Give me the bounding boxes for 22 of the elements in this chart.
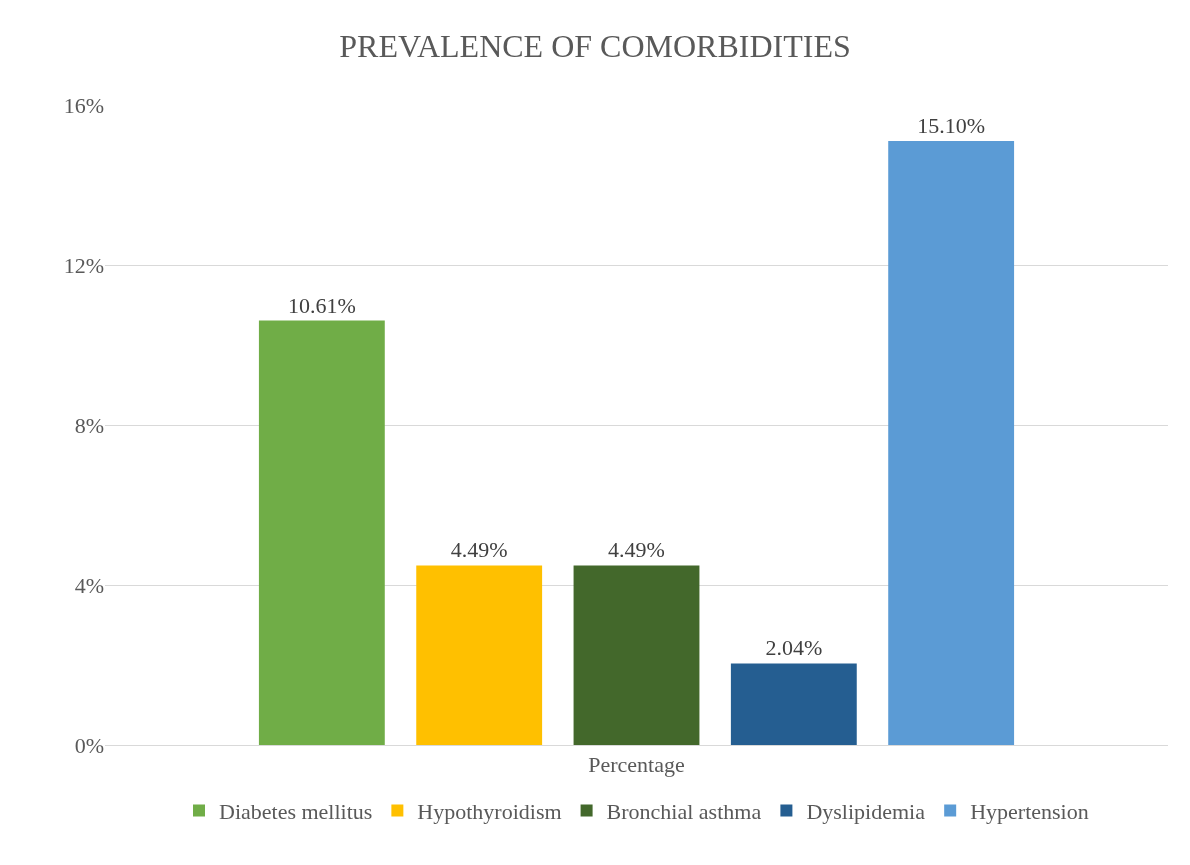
legend-label: Hypothyroidism: [417, 799, 562, 825]
legend-label: Hypertension: [970, 799, 1089, 825]
legend-label: Diabetes mellitus: [219, 799, 373, 825]
data-label: 2.04%: [765, 635, 823, 661]
y-tick-label: 0%: [74, 732, 104, 758]
bar: [730, 663, 857, 745]
y-tick-label: 16%: [63, 92, 104, 118]
bar: [258, 320, 385, 745]
x-tick-label: Percentage: [588, 752, 685, 778]
legend-label: Bronchial asthma: [606, 799, 762, 825]
legend-label: Dyslipidemia: [806, 799, 926, 825]
bar: [888, 141, 1015, 745]
bar: [416, 565, 543, 745]
data-label: 4.49%: [450, 537, 508, 563]
y-tick-label: 4%: [74, 572, 104, 598]
data-label: 15.10%: [917, 113, 986, 138]
data-label: 4.49%: [608, 537, 665, 563]
chart-title: PREVALENCE OF COMORBIDITIES: [339, 28, 851, 64]
bar: [573, 565, 700, 745]
data-label: 10.61%: [287, 292, 356, 318]
y-tick-label: 12%: [63, 252, 104, 278]
y-tick-label: 8%: [74, 412, 104, 438]
